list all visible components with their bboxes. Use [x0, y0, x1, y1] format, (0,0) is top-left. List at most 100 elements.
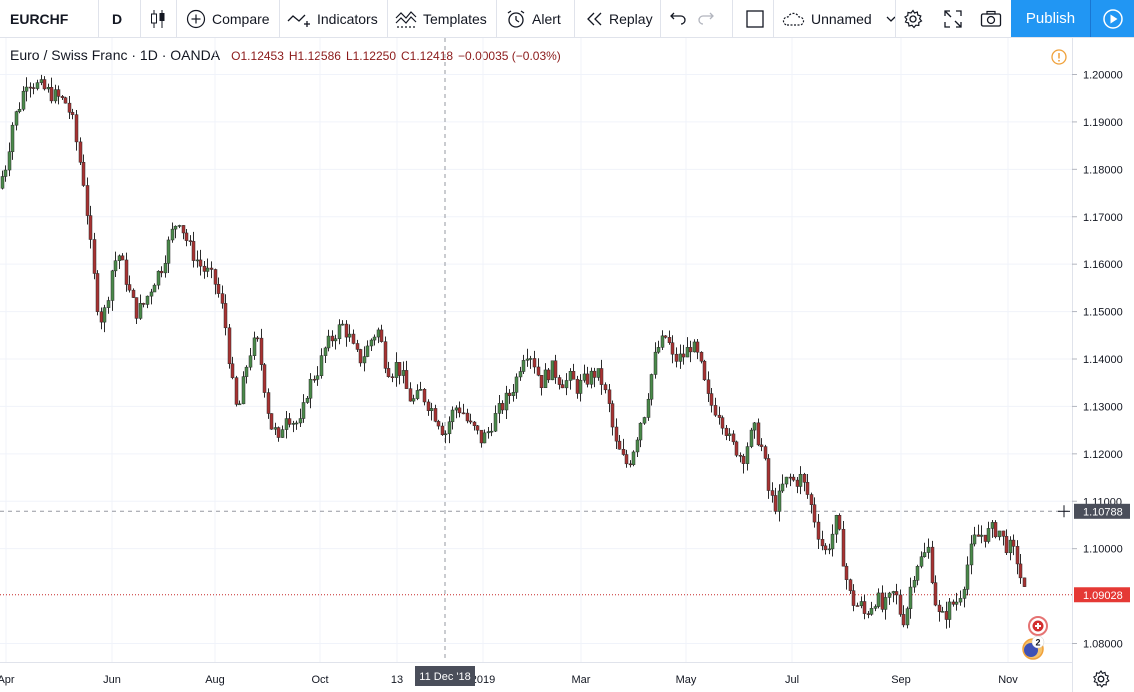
candle-up [21, 90, 26, 110]
candle-down [1001, 530, 1006, 537]
candle-up [926, 546, 931, 553]
candle-down [379, 329, 384, 342]
candle-up [411, 398, 416, 402]
candle-down [688, 347, 693, 353]
candle-up [646, 398, 651, 418]
candle-up [638, 422, 643, 441]
candle-down [1022, 577, 1027, 587]
candle-up [323, 347, 328, 356]
candle-down [216, 284, 221, 294]
fullscreen-chart-button[interactable] [745, 0, 765, 37]
candle-up [518, 371, 523, 378]
candle-down [223, 303, 228, 329]
price-axis[interactable]: 1.20000 1.19000 1.18000 1.17000 1.16000 1.150… [1072, 70, 1123, 651]
candle-down [255, 337, 260, 340]
candle-down [1004, 536, 1009, 554]
price-tick-label: 1.13000 [1083, 401, 1123, 413]
candle-down [993, 522, 998, 538]
candle-up [252, 337, 257, 356]
price-chart[interactable]: 1.20000 1.19000 1.18000 1.17000 1.16000 1.150… [0, 38, 1134, 692]
event-badge-swiss[interactable] [1028, 616, 1048, 636]
undo-button[interactable] [670, 0, 686, 37]
candle-up [685, 347, 690, 358]
indicators-button[interactable]: Indicators [287, 0, 378, 37]
symbol-search-button[interactable]: EURCHF [10, 10, 69, 27]
replay-button[interactable]: Replay [585, 0, 653, 37]
candle-up [962, 589, 967, 599]
candle-down [770, 490, 775, 496]
price-tick-label: 1.14000 [1083, 354, 1123, 366]
candle-down [422, 389, 427, 403]
candle-down [259, 337, 264, 365]
alert-label: Alert [532, 10, 561, 27]
crosshair-plus-icon [1058, 505, 1070, 518]
layout-menu-button[interactable]: Unnamed [781, 0, 896, 37]
ideas-stream-button[interactable] [1090, 0, 1134, 37]
event-badge-eu[interactable]: 2 [1022, 635, 1045, 660]
templates-button[interactable]: Templates [395, 0, 487, 37]
candle-down [99, 311, 104, 323]
candle-down [851, 590, 856, 606]
settings-button[interactable] [903, 0, 923, 37]
candle-up [528, 358, 533, 360]
candle-up [564, 380, 569, 389]
candle-down [894, 591, 899, 596]
candle-up [17, 108, 22, 112]
candle-up [102, 307, 107, 323]
candle-up [117, 255, 122, 261]
candle-down [276, 427, 281, 438]
candles [0, 74, 1027, 629]
alert-button[interactable]: Alert [506, 0, 561, 37]
snapshot-button[interactable] [980, 0, 1002, 37]
toolbar-divider [773, 0, 774, 37]
candle-up [834, 515, 839, 535]
candle-up [486, 431, 491, 434]
toolbar-divider [895, 0, 896, 37]
candle-up [244, 366, 249, 377]
fullscreen-button[interactable] [943, 0, 963, 37]
candle-up [326, 335, 331, 349]
candle-up [678, 353, 683, 362]
price-tick-label: 1.15000 [1083, 307, 1123, 319]
compare-button[interactable]: Compare [186, 0, 270, 37]
candle-down [287, 418, 292, 425]
candle-up [497, 403, 502, 414]
chart-type-button[interactable] [150, 0, 166, 37]
time-axis[interactable]: Apr Jun Aug Oct 13 2019 Mar May Jul Sep Nov [0, 674, 1018, 686]
chart-settings-gear-icon[interactable] [1091, 669, 1111, 689]
candle-down [63, 97, 68, 104]
candle-down [663, 335, 668, 338]
toolbar-divider [496, 0, 497, 37]
candle-down [213, 269, 218, 285]
toolbar-divider [574, 0, 575, 37]
candle-down [848, 579, 853, 591]
warning-icon[interactable] [1051, 49, 1067, 65]
candle-up [418, 389, 423, 391]
candle-down [330, 335, 335, 342]
candle-up [301, 402, 306, 419]
time-tick-label: 13 [391, 674, 403, 686]
interval-button[interactable]: D [112, 10, 123, 27]
candle-up [315, 375, 320, 380]
candle-up [46, 87, 51, 90]
candle-down [1018, 563, 1023, 579]
candle-down [724, 427, 729, 436]
candle-down [546, 369, 551, 381]
low-value: L1.12250 [345, 49, 396, 63]
candle-up [10, 124, 15, 152]
candle-down [181, 225, 186, 234]
candle-down [60, 96, 65, 98]
high-value: H1.12586 [288, 49, 341, 63]
candle-down [500, 403, 505, 411]
candle-down [599, 368, 604, 385]
candle-down [866, 613, 871, 615]
replay-label: Replay [609, 10, 653, 27]
candle-down [266, 392, 271, 414]
price-tick-label: 1.20000 [1083, 70, 1123, 82]
redo-button[interactable] [698, 0, 714, 37]
candle-down [617, 440, 622, 450]
time-tick-label: Nov [998, 674, 1018, 686]
candle-down [951, 601, 956, 605]
price-tick-label: 1.08000 [1083, 639, 1123, 651]
publish-button[interactable]: Publish [1011, 0, 1090, 37]
